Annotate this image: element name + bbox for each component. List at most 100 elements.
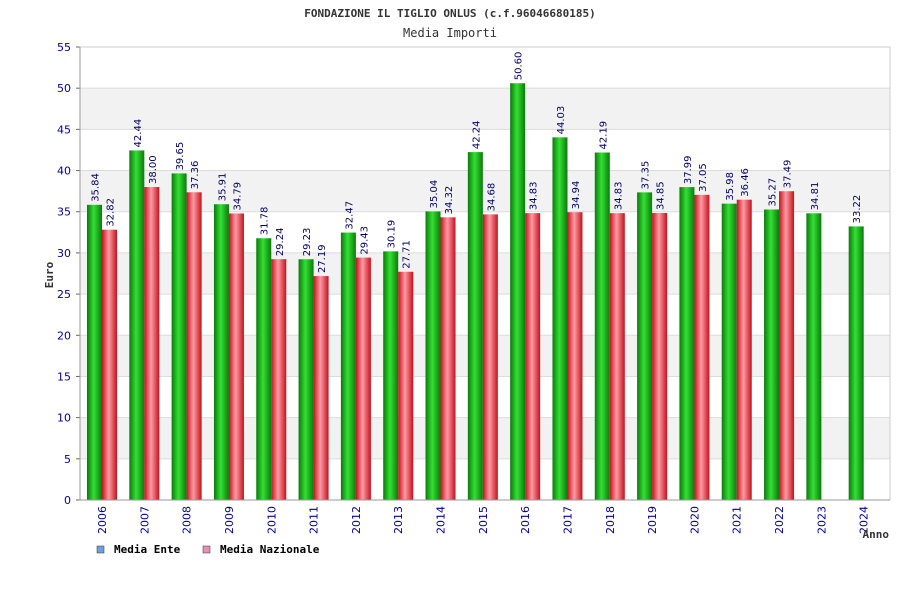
bar-media-nazionale [567,212,583,501]
value-label-media-ente: 39.65 [175,142,186,171]
bar-media-ente [425,211,441,500]
bar-media-nazionale [186,192,202,500]
bar-media-ente [298,259,314,500]
value-label-media-nazionale: 29.24 [275,228,286,257]
bar-media-ente [594,152,610,500]
bar-media-nazionale [779,191,795,500]
bar-media-ente [806,213,822,500]
value-label-media-ente: 32.47 [344,201,355,230]
value-label-media-ente: 44.03 [556,106,567,135]
y-tick-label: 35 [57,206,71,219]
grid-band [80,88,890,130]
value-label-media-ente: 42.19 [598,121,609,150]
bar-media-ente [764,209,780,500]
value-label-media-ente: 35.84 [91,173,102,202]
x-tick-label: 2017 [561,506,574,534]
bar-media-ente [383,251,399,500]
y-tick-label: 45 [57,123,71,136]
value-label-media-nazionale: 34.83 [613,181,624,210]
value-label-media-nazionale: 34.68 [486,183,497,212]
bar-media-nazionale [609,213,625,501]
x-tick-label: 2010 [265,506,278,534]
x-tick-label: 2016 [519,506,532,534]
value-labels: 35.84 32.82 42.44 38.00 39.65 37.36 35.91 34.79… [91,52,864,273]
y-tick-label: 5 [64,453,71,466]
legend-swatch-media-ente [96,545,105,554]
bar-media-ente [213,204,229,500]
y-tick-label: 55 [57,41,71,54]
chart-title: FONDAZIONE IL TIGLIO ONLUS (c.f.96046680… [304,7,595,20]
value-label-media-ente: 37.35 [641,161,652,190]
x-tick-label: 2020 [688,506,701,534]
value-label-media-nazionale: 34.85 [656,181,667,210]
bar-media-nazionale [228,213,244,500]
value-label-media-ente: 42.44 [133,119,144,148]
legend-label-media-nazionale: Media Nazionale [220,543,320,556]
x-tick-label: 2024 [858,506,871,534]
bar-media-nazionale [271,259,287,500]
x-tick-label: 2015 [477,506,490,534]
x-tick-label: 2018 [604,506,617,534]
bar-media-ente [87,204,102,501]
x-tick-label: 2008 [181,506,194,534]
bar-media-ente [848,226,864,500]
value-label-media-ente: 35.98 [725,172,736,201]
bar-media-nazionale [313,276,329,500]
bar-media-ente [129,150,145,500]
bar-media-ente [552,137,568,500]
x-tick-label: 2021 [731,506,744,534]
bar-media-ente [721,203,737,500]
x-tick-label: 2007 [138,506,151,534]
bar-media-ente [340,232,356,500]
bar-media-nazionale [525,213,541,501]
value-label-media-ente: 35.27 [768,178,779,207]
legend-label-media-ente: Media Ente [114,543,181,556]
y-tick-label: 50 [57,82,71,95]
value-label-media-ente: 35.91 [217,173,228,202]
x-tick-label: 2023 [815,506,828,534]
bar-media-nazionale [482,214,498,500]
value-label-media-ente: 30.19 [387,220,398,249]
bar-media-nazionale [440,217,456,500]
value-label-media-ente: 42.24 [471,120,482,149]
value-label-media-nazionale: 29.43 [359,226,370,255]
x-tick-label: 2019 [646,506,659,534]
x-tick-label: 2006 [96,506,109,534]
bar-media-nazionale [398,271,414,500]
value-label-media-ente: 50.60 [514,52,525,81]
bar-media-nazionale [652,212,668,501]
value-label-media-ente: 29.23 [302,228,313,257]
x-tick-label: 2014 [435,506,448,534]
y-tick-label: 0 [64,494,71,507]
value-label-media-nazionale: 36.46 [740,168,751,197]
value-label-media-nazionale: 34.83 [529,181,540,210]
x-tick-label: 2022 [773,506,786,534]
x-tick-label: 2011 [308,506,321,534]
bar-media-ente [171,173,187,501]
value-label-media-nazionale: 37.49 [783,160,794,189]
legend: Media Ente Media Nazionale [96,543,320,556]
bar-media-ente [467,152,483,500]
y-tick-label: 30 [57,247,71,260]
y-axis-title: Euro [43,261,56,288]
y-tick-label: 10 [57,412,71,425]
bar-media-nazionale [102,229,117,500]
x-tick-label: 2009 [223,506,236,534]
x-axis-title: Anno [863,528,890,541]
value-label-media-nazionale: 34.79 [232,182,243,211]
x-tick-label: 2012 [350,506,363,534]
bar-media-ente [256,238,272,501]
grid-band [80,47,890,89]
value-label-media-ente: 34.81 [810,182,821,211]
grid-band [80,129,890,171]
value-label-media-ente: 33.22 [852,195,863,224]
value-label-media-ente: 31.78 [260,207,271,236]
bars [87,83,864,501]
y-tick-label: 25 [57,288,71,301]
bar-media-nazionale [694,194,710,501]
bar-media-nazionale [736,199,752,500]
value-label-media-nazionale: 27.19 [317,244,328,273]
x-tick-label: 2013 [392,506,405,534]
bar-media-nazionale [144,187,160,500]
